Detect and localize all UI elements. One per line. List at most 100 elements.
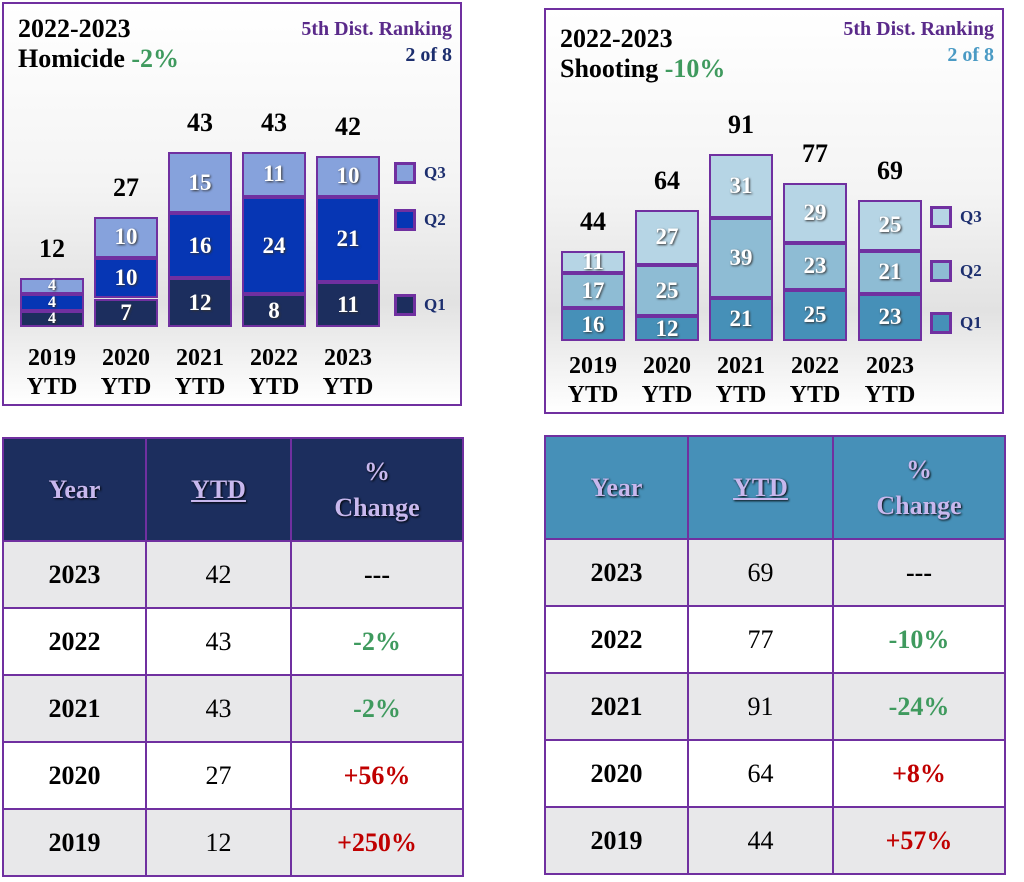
x-tick-label: 2022 YTD <box>775 352 855 410</box>
bar-q1-2022: 25 <box>783 289 847 341</box>
header-change: % Change <box>832 435 1006 540</box>
legend-swatch <box>930 206 952 228</box>
cell-ytd: 44 <box>687 806 834 875</box>
title-years: 2022-2023 <box>560 24 673 53</box>
title-change: -10% <box>664 54 726 83</box>
table-row: 2023 69 --- <box>544 538 1006 607</box>
cell-ytd: 69 <box>687 538 834 607</box>
x-tick-label: 2021 YTD <box>701 352 781 410</box>
table-row: 2022 43 -2% <box>2 607 464 676</box>
header-change-text: Change <box>334 492 420 522</box>
cell-year: 2020 <box>2 741 147 810</box>
table-row: 2019 12 +250% <box>2 808 464 877</box>
bar-q2-2022: 24 <box>242 196 306 295</box>
x-tick-ytd: YTD <box>789 382 841 408</box>
header-year: Year <box>544 435 689 540</box>
header-ytd-text: YTD <box>191 474 246 504</box>
legend-item-q3: Q3 <box>394 162 446 184</box>
legend-label: Q2 <box>424 210 446 229</box>
cell-change: -10% <box>832 605 1006 674</box>
legend-swatch <box>394 294 416 316</box>
header-ytd: YTD <box>145 437 292 542</box>
x-tick-year: 2020 <box>643 353 691 379</box>
bar-q3-2020: 10 <box>94 217 158 258</box>
bar-q1-2020: 7 <box>94 298 158 327</box>
x-tick-year: 2020 <box>102 345 150 371</box>
x-tick-year: 2023 <box>866 353 914 379</box>
bar-q3-2022: 29 <box>783 183 847 243</box>
ranking-value: 2 of 8 <box>947 44 994 66</box>
cell-change: -2% <box>290 674 464 743</box>
bar-total-label: 43 <box>261 107 287 137</box>
cell-ytd: 43 <box>145 674 292 743</box>
cell-year: 2022 <box>544 605 689 674</box>
table-header-row: Year YTD% Change <box>544 435 1006 540</box>
bar-q3-2019: 4 <box>20 277 84 295</box>
ranking-label: 5th Dist. Ranking <box>301 18 452 40</box>
legend-item-q1: Q1 <box>394 294 446 316</box>
x-tick-year: 2022 <box>250 345 298 371</box>
header-year: Year <box>2 437 147 542</box>
x-tick-label: 2019 YTD <box>12 344 92 402</box>
cell-ytd: 91 <box>687 672 834 741</box>
bar-q1-2020: 12 <box>635 316 699 341</box>
bar-q3-2023: 10 <box>316 156 380 197</box>
bar-total-label: 77 <box>802 139 828 169</box>
bar-q3-2023: 25 <box>858 199 922 251</box>
bar-q2-2019: 17 <box>561 273 625 309</box>
cell-year: 2019 <box>544 806 689 875</box>
legend-swatch <box>930 260 952 282</box>
table-header-row: Year YTD% Change <box>2 437 464 542</box>
ranking-value: 2 of 8 <box>405 44 452 66</box>
bar-q1-2021: 12 <box>168 278 232 327</box>
x-tick-ytd: YTD <box>174 374 226 400</box>
header-change-pct: % <box>364 456 390 486</box>
x-tick-year: 2021 <box>717 353 765 379</box>
cell-change: +8% <box>832 739 1006 808</box>
legend-label: Q1 <box>424 295 446 314</box>
bar-q1-2021: 21 <box>709 297 773 341</box>
bar-total-label: 64 <box>654 165 680 195</box>
x-tick-label: 2023 YTD <box>850 352 930 410</box>
cell-year: 2023 <box>544 538 689 607</box>
x-tick-year: 2022 <box>791 353 839 379</box>
ytd-table: Year YTD% Change 2023 69 --- 2022 77 -10% 2021 91-… <box>544 435 1006 875</box>
bar-total-label: 42 <box>335 112 361 142</box>
x-tick-ytd: YTD <box>248 374 300 400</box>
bar-total-label: 44 <box>580 206 606 236</box>
bar-q1-2022: 8 <box>242 294 306 327</box>
x-tick-ytd: YTD <box>641 382 693 408</box>
bar-q2-2022: 23 <box>783 242 847 290</box>
cell-ytd: 42 <box>145 540 292 609</box>
bar-q2-2021: 16 <box>168 213 232 279</box>
header-change: % Change <box>290 437 464 542</box>
chart-title: 2022-2023 Homicide -2% <box>18 14 179 74</box>
table-row: 2021 91 -24% <box>544 672 1006 741</box>
chart-panel: 2022-2023 Homicide -2% 5th Dist. Ranking 2 … <box>2 2 462 406</box>
bar-q2-2019: 4 <box>20 294 84 311</box>
cell-year: 2022 <box>2 607 147 676</box>
bar-q1-2023: 11 <box>316 282 380 327</box>
bar-q3-2019: 11 <box>561 249 625 274</box>
legend-swatch <box>930 312 952 334</box>
x-tick-ytd: YTD <box>26 374 78 400</box>
bar-q2-2023: 21 <box>858 250 922 294</box>
table-row: 2022 77 -10% <box>544 605 1006 674</box>
legend-item-q2: Q2 <box>394 209 446 231</box>
table-row: 2019 44 +57% <box>544 806 1006 875</box>
bar-q1-2019: 16 <box>561 308 625 341</box>
x-tick-label: 2020 YTD <box>627 352 707 410</box>
cell-change: -2% <box>290 607 464 676</box>
title-line: Homicide -2% <box>18 44 179 74</box>
bar-total-label: 69 <box>877 155 903 185</box>
bar-total-label: 12 <box>39 234 65 264</box>
x-tick-year: 2021 <box>176 345 224 371</box>
cell-year: 2023 <box>2 540 147 609</box>
chart-panel: 2022-2023 Shooting -10% 5th Dist. Ranking 2… <box>544 8 1004 414</box>
cell-change: --- <box>832 538 1006 607</box>
ranking-label: 5th Dist. Ranking <box>843 18 994 40</box>
cell-year: 2019 <box>2 808 147 877</box>
cell-change: +250% <box>290 808 464 877</box>
bar-total-label: 43 <box>187 107 213 137</box>
legend-item-q3: Q3 <box>930 206 982 228</box>
